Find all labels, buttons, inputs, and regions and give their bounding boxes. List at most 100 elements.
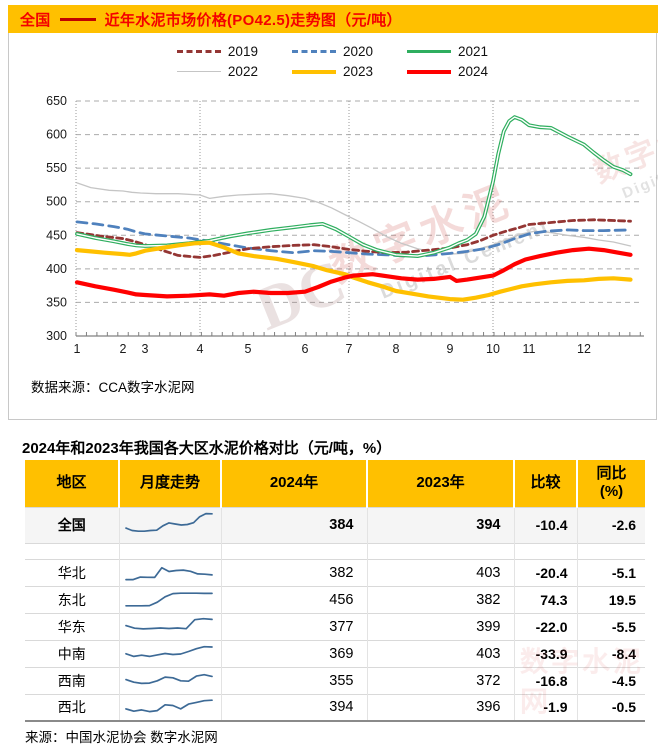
table-title: 2024年和2023年我国各大区水泥价格对比（元/吨，%） bbox=[22, 440, 392, 457]
legend-item-2020: 2020 bbox=[291, 44, 373, 59]
y-axis-label: 300 bbox=[46, 329, 67, 343]
legend-item-2023: 2023 bbox=[291, 64, 374, 79]
table-header-col6: 同比 (%) bbox=[576, 460, 645, 507]
price-2024: 382 bbox=[220, 558, 367, 586]
diff-value: -22.0 bbox=[513, 612, 577, 640]
x-axis-label-7: 7 bbox=[346, 342, 353, 356]
x-axis-label-12: 12 bbox=[577, 342, 591, 356]
region-label: 华东 bbox=[25, 612, 119, 640]
spacer-cell bbox=[220, 542, 367, 559]
series-line-2022 bbox=[76, 182, 632, 255]
x-axis-label-11: 11 bbox=[523, 342, 536, 356]
legend-label: 2021 bbox=[458, 44, 489, 59]
x-axis-label-6: 6 bbox=[302, 342, 309, 356]
title-line-sample bbox=[59, 17, 96, 21]
price-2023: 394 bbox=[366, 506, 514, 543]
region-label: 中南 bbox=[25, 639, 119, 667]
yoy-value: -8.4 bbox=[576, 639, 645, 667]
diff-value: -20.4 bbox=[513, 558, 577, 586]
table-row-东北: 东北 456 382 74.3 19.5 bbox=[25, 585, 645, 613]
table-row-西北: 西北 394 396 -1.9 -0.5 bbox=[25, 693, 645, 722]
diff-value: -16.8 bbox=[513, 666, 577, 694]
y-axis-label: 350 bbox=[46, 295, 67, 309]
diff-value: -10.4 bbox=[513, 506, 577, 543]
y-axis-label: 450 bbox=[46, 228, 67, 242]
price-2024: 377 bbox=[220, 612, 367, 640]
sparkline-华东 bbox=[125, 617, 213, 630]
region-label: 西南 bbox=[25, 666, 119, 694]
x-axis-label-10: 10 bbox=[486, 342, 500, 356]
price-2023: 403 bbox=[366, 639, 514, 667]
table-header-col3: 2024年 bbox=[220, 460, 367, 507]
table-row-西南: 西南 355 372 -16.8 -4.5 bbox=[25, 666, 645, 694]
series-line-2024 bbox=[74, 246, 633, 299]
sparkline-cell bbox=[118, 585, 221, 613]
spacer-cell bbox=[366, 542, 514, 559]
legend-line-sample bbox=[176, 50, 221, 53]
legend-line-sample bbox=[176, 71, 221, 72]
price-2023: 396 bbox=[366, 693, 514, 722]
sparkline-cell bbox=[118, 639, 221, 667]
region-label: 全国 bbox=[25, 506, 119, 543]
table-row-全国: 全国 384 394 -10.4 -2.6 bbox=[25, 506, 645, 543]
legend-label: 2024 bbox=[458, 64, 489, 79]
chart-legend: 2019 2020 2021 2022 2023 2024 bbox=[9, 44, 656, 79]
spacer-cell bbox=[513, 542, 577, 559]
y-axis-label: 400 bbox=[46, 262, 67, 276]
x-axis-label-2: 2 bbox=[120, 342, 127, 356]
sparkline-全国 bbox=[125, 512, 213, 533]
region-price-table: 地区 月度走势 2024年 2023年 比较 同比 (%) 全国 384 394 -10.4 -2.… bbox=[25, 460, 645, 722]
price-2024: 456 bbox=[220, 585, 367, 613]
legend-label: 2022 bbox=[227, 64, 258, 79]
region-label: 华北 bbox=[25, 558, 119, 586]
sparkline-cell bbox=[118, 558, 221, 586]
page-title: 近年水泥市场价格(PO42.5)走势图（元/吨） bbox=[104, 11, 402, 29]
legend-label: 2023 bbox=[342, 64, 374, 79]
yoy-value: -2.6 bbox=[576, 506, 645, 543]
sparkline-西北 bbox=[125, 699, 213, 713]
sparkline-西南 bbox=[125, 673, 213, 685]
price-2024: 384 bbox=[220, 506, 367, 543]
price-2023: 382 bbox=[366, 585, 514, 613]
table-header-col4: 2023年 bbox=[366, 460, 514, 507]
diff-value: 74.3 bbox=[513, 585, 577, 613]
yoy-value: 19.5 bbox=[576, 585, 645, 613]
chart-source-note: 数据来源：CCA数字水泥网 bbox=[31, 380, 195, 395]
legend-line-sample bbox=[407, 50, 452, 53]
price-2023: 399 bbox=[366, 612, 514, 640]
chart-panel: 650 600 550 500 450 400 350 300 1 2 3 4 5 6 7 8 9 10 11 12 D… bbox=[8, 33, 667, 420]
table-spacer-row bbox=[25, 542, 645, 559]
x-axis-label-3: 3 bbox=[142, 342, 149, 356]
legend-line-sample bbox=[407, 69, 452, 74]
y-axis-label: 650 bbox=[46, 94, 67, 108]
table-row-中南: 中南 369 403 -33.9 -8.4 bbox=[25, 639, 645, 667]
region-label: 西北 bbox=[25, 693, 119, 722]
price-trend-chart: 650 600 550 500 450 400 350 300 1 2 3 4 5 6 7 8 9 10 11 12 D… bbox=[9, 33, 667, 420]
table-header-col5: 比较 bbox=[513, 460, 577, 507]
sparkline-cell bbox=[118, 506, 221, 543]
legend-item-2021: 2021 bbox=[407, 44, 488, 59]
legend-label: 2019 bbox=[227, 44, 258, 59]
sparkline-cell bbox=[118, 612, 221, 640]
price-2024: 355 bbox=[220, 666, 367, 694]
spacer-cell bbox=[25, 542, 119, 559]
series-line-2019 bbox=[75, 218, 632, 259]
y-axis-label: 600 bbox=[46, 128, 67, 142]
spacer-cell bbox=[118, 542, 221, 559]
sparkline-东北 bbox=[125, 592, 213, 607]
x-axis-label-1: 1 bbox=[74, 342, 81, 356]
title-region-label: 全国 bbox=[20, 11, 51, 29]
legend-item-2024: 2024 bbox=[407, 64, 488, 79]
diff-value: -1.9 bbox=[513, 693, 577, 722]
footer-source-note: 来源：中国水泥协会 数字水泥网 bbox=[25, 730, 218, 745]
legend-item-2022: 2022 bbox=[176, 64, 258, 79]
series-line-2020 bbox=[75, 220, 632, 258]
sparkline-cell bbox=[118, 693, 221, 722]
yoy-value: -4.5 bbox=[576, 666, 645, 694]
sparkline-中南 bbox=[125, 645, 213, 658]
price-2023: 403 bbox=[366, 558, 514, 586]
price-2023: 372 bbox=[366, 666, 514, 694]
table-row-华东: 华东 377 399 -22.0 -5.5 bbox=[25, 612, 645, 640]
table-row-华北: 华北 382 403 -20.4 -5.1 bbox=[25, 558, 645, 586]
